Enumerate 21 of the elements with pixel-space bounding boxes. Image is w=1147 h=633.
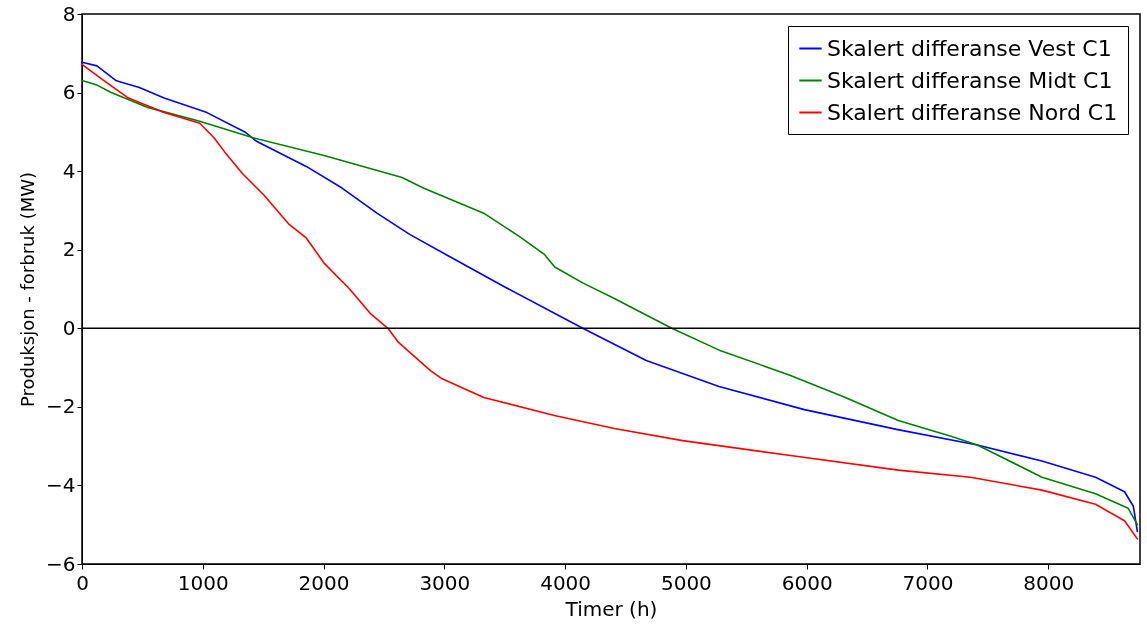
y-tick-label: 4 [62,158,76,183]
x-tick-label: 8000 [1023,570,1075,595]
legend-label: Skalert differanse Vest C1 [827,35,1112,61]
y-tick-label: 2 [62,237,76,262]
x-axis-title: Timer (h) [564,596,658,621]
x-tick-label: 6000 [781,570,833,595]
legend-label: Skalert differanse Midt C1 [827,67,1113,93]
x-tick-label: 1000 [177,570,229,595]
x-tick-label: 2000 [298,570,350,595]
y-axis-title: Produksjon - forbruk (MW) [17,171,39,408]
y-tick-label: 0 [62,315,76,340]
y-tick-label: −2 [46,394,76,419]
y-tick-label: 6 [62,80,76,105]
x-tick-label: 5000 [660,570,712,595]
legend-label: Skalert differanse Nord C1 [827,99,1118,125]
y-tick-label: 8 [62,1,76,26]
x-tick-label: 3000 [419,570,471,595]
y-tick-label: −6 [46,551,76,576]
x-tick-label: 4000 [540,570,592,595]
y-tick-label: −4 [46,472,76,497]
x-tick-label: 7000 [902,570,954,595]
